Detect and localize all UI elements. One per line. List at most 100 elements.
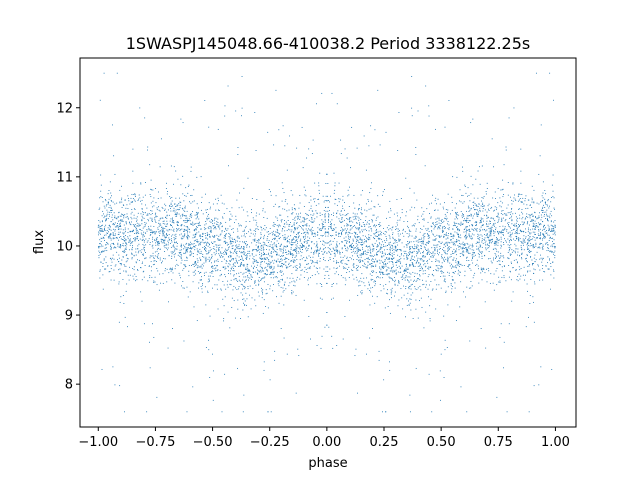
- data-point: [444, 126, 446, 128]
- data-point: [134, 233, 136, 234]
- data-point: [291, 260, 292, 262]
- data-point: [283, 250, 284, 252]
- data-point: [401, 209, 403, 211]
- data-point: [321, 223, 323, 225]
- data-point: [123, 233, 125, 235]
- data-point: [119, 224, 121, 226]
- data-point: [485, 244, 486, 246]
- data-point: [344, 277, 346, 279]
- data-point: [380, 225, 382, 227]
- data-point: [303, 241, 305, 243]
- data-point: [535, 234, 536, 235]
- data-point: [384, 242, 386, 243]
- data-point: [493, 231, 495, 233]
- data-point: [158, 222, 160, 224]
- data-point: [218, 210, 220, 211]
- data-point: [341, 247, 343, 249]
- data-point: [462, 223, 464, 225]
- data-point: [347, 218, 349, 220]
- data-point: [398, 238, 400, 240]
- data-point: [237, 299, 239, 301]
- data-point: [382, 194, 384, 196]
- data-point: [550, 231, 551, 232]
- data-point: [355, 218, 357, 220]
- data-point: [112, 232, 114, 234]
- data-point: [348, 239, 350, 240]
- data-point: [319, 267, 321, 269]
- data-point: [292, 237, 294, 239]
- data-point: [411, 256, 413, 258]
- data-point: [453, 234, 455, 236]
- data-point: [529, 233, 531, 235]
- data-point: [161, 138, 162, 140]
- data-point: [101, 220, 103, 222]
- data-point: [370, 227, 372, 229]
- data-point: [376, 249, 377, 251]
- data-point: [502, 214, 504, 216]
- data-point: [239, 241, 241, 243]
- data-point: [152, 241, 154, 243]
- data-point: [176, 212, 178, 214]
- data-point: [207, 215, 209, 217]
- data-point: [450, 284, 452, 286]
- data-point: [486, 182, 488, 184]
- data-point: [386, 227, 388, 229]
- data-point: [433, 228, 435, 230]
- data-point: [372, 328, 373, 329]
- data-point: [358, 265, 359, 267]
- data-point: [445, 235, 447, 237]
- data-point: [202, 247, 204, 248]
- data-point: [194, 245, 195, 247]
- data-point: [422, 284, 424, 286]
- data-point: [200, 228, 202, 230]
- data-point: [483, 229, 485, 231]
- data-point: [99, 228, 101, 230]
- data-point: [225, 276, 226, 278]
- data-point: [123, 303, 125, 304]
- data-point: [329, 241, 331, 242]
- data-point: [389, 244, 391, 246]
- data-point: [499, 260, 501, 262]
- data-point: [213, 236, 215, 238]
- data-point: [169, 204, 171, 206]
- data-point: [298, 236, 299, 238]
- data-point: [340, 226, 342, 228]
- data-point: [549, 237, 551, 239]
- data-point: [395, 246, 397, 248]
- data-point: [311, 241, 313, 243]
- data-point: [344, 214, 346, 216]
- data-point: [186, 229, 188, 231]
- data-point: [502, 232, 503, 234]
- data-point: [447, 237, 449, 239]
- data-point: [253, 272, 255, 273]
- data-point: [322, 235, 324, 236]
- data-point: [202, 256, 203, 257]
- data-point: [534, 211, 536, 213]
- data-point: [300, 255, 302, 257]
- data-point: [456, 248, 457, 250]
- data-point: [463, 244, 465, 246]
- data-point: [321, 298, 323, 300]
- data-point: [200, 250, 202, 252]
- data-point: [398, 235, 400, 237]
- data-point: [180, 224, 182, 226]
- data-point: [401, 297, 403, 299]
- data-point: [149, 367, 151, 369]
- data-point: [168, 242, 169, 244]
- data-point: [122, 220, 124, 222]
- data-point: [188, 247, 190, 249]
- data-point: [120, 228, 122, 230]
- data-point: [115, 217, 117, 219]
- data-point: [164, 223, 166, 225]
- data-point: [167, 244, 169, 246]
- data-point: [268, 233, 270, 235]
- data-point: [377, 203, 379, 205]
- data-point: [368, 259, 370, 260]
- data-point: [264, 243, 266, 245]
- data-point: [376, 240, 378, 242]
- data-point: [291, 253, 293, 255]
- data-point: [284, 200, 286, 202]
- data-point: [361, 242, 362, 243]
- data-point: [325, 242, 327, 244]
- data-point: [284, 230, 286, 232]
